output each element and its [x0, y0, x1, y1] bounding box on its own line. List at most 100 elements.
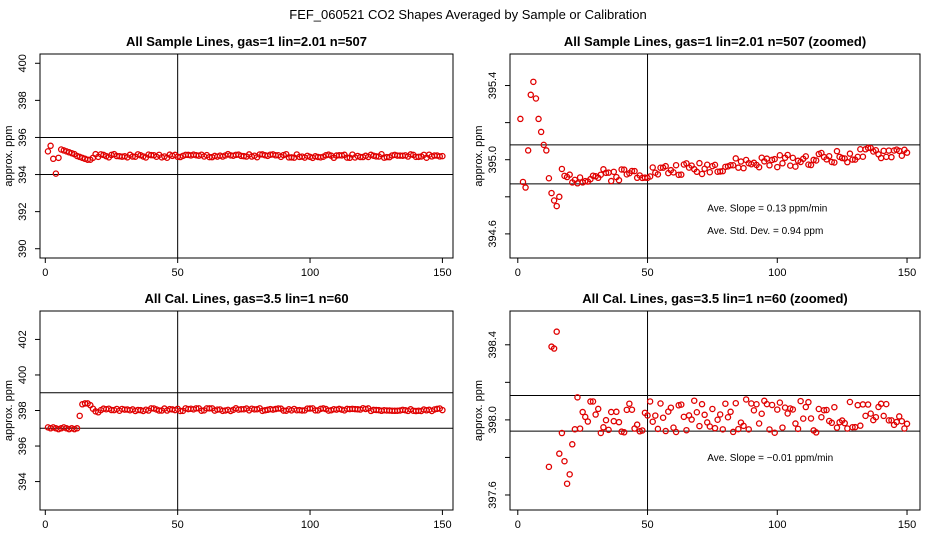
data-point	[880, 147, 887, 155]
chart-panel-1: All Sample Lines, gas=1 lin=2.01 n=507 0 5…	[3, 34, 454, 279]
data-point	[844, 158, 851, 166]
x-tick-label: 50	[641, 519, 653, 531]
data-point	[831, 159, 838, 166]
data-point	[810, 156, 817, 164]
data-point	[903, 149, 911, 156]
data-point	[607, 177, 615, 185]
data-point	[758, 410, 765, 418]
data-point	[535, 115, 542, 123]
data-point	[688, 416, 695, 423]
data-point	[602, 416, 610, 424]
data-point	[776, 399, 784, 406]
data-point	[693, 409, 701, 416]
data-point	[771, 429, 778, 436]
data-point	[849, 156, 856, 163]
data-point	[722, 400, 729, 407]
x-tick-label: 150	[433, 519, 451, 531]
data-point	[320, 405, 327, 412]
data-point	[563, 480, 571, 487]
data-point	[732, 399, 740, 407]
data-point	[833, 424, 841, 431]
data-point	[864, 144, 872, 152]
data-point	[519, 178, 527, 186]
y-tick-label: 392	[17, 202, 29, 220]
y-tick-label: 395.0	[487, 146, 499, 174]
data-points	[545, 328, 911, 487]
data-point	[831, 403, 838, 411]
y-tick-label: 394	[17, 472, 29, 490]
data-point	[55, 154, 62, 162]
data-point	[615, 418, 623, 426]
y-tick-label: 402	[17, 330, 29, 348]
y-tick-label: 398	[17, 401, 29, 419]
data-point	[659, 414, 667, 421]
data-point	[415, 153, 422, 161]
data-point	[672, 428, 680, 436]
data-point	[857, 145, 864, 153]
data-point	[439, 152, 446, 160]
data-point	[589, 172, 597, 179]
data-point	[594, 405, 602, 413]
data-point	[854, 401, 861, 409]
y-tick-label: 394	[17, 165, 29, 183]
data-point	[818, 413, 825, 421]
figure-title: FEF_060521 CO2 Shapes Averaged by Sample…	[289, 7, 646, 22]
data-point	[711, 161, 719, 169]
data-point	[748, 400, 755, 407]
data-point	[607, 408, 615, 416]
x-tick-label: 0	[42, 267, 48, 279]
data-point	[548, 189, 555, 197]
chart-panel-3: All Cal. Lines, gas=3.5 lin=1 n=60 0 50 100…	[3, 291, 454, 531]
data-point	[877, 154, 885, 162]
data-point	[898, 417, 906, 425]
data-point	[724, 413, 732, 421]
data-point	[792, 420, 799, 427]
data-point	[177, 407, 184, 415]
data-point	[610, 417, 618, 425]
y-tick-label: 398.0	[487, 406, 499, 434]
y-tick-label: 396	[17, 128, 29, 146]
data-point	[620, 166, 628, 173]
data-point	[436, 153, 444, 160]
data-point	[789, 406, 797, 413]
data-point	[646, 173, 654, 180]
data-point	[732, 155, 740, 162]
plot-frame	[509, 53, 921, 259]
data-point	[439, 406, 446, 414]
data-point	[52, 170, 60, 177]
data-point	[543, 147, 550, 154]
data-point	[129, 153, 136, 160]
data-point	[849, 423, 856, 431]
x-tick-label: 100	[301, 267, 319, 279]
data-point	[76, 412, 83, 420]
data-point	[631, 167, 638, 175]
data-point	[838, 154, 846, 162]
panel-title: All Cal. Lines, gas=3.5 lin=1 n=60	[144, 291, 348, 306]
data-point	[633, 421, 641, 428]
data-point	[815, 405, 823, 413]
data-point	[745, 426, 752, 433]
data-point	[805, 161, 812, 168]
data-point	[652, 412, 659, 419]
data-point	[698, 400, 706, 408]
data-point	[626, 400, 633, 407]
data-point	[719, 426, 727, 433]
data-point	[407, 151, 414, 158]
data-point	[774, 406, 781, 413]
data-point	[517, 115, 524, 123]
data-point	[820, 406, 828, 414]
data-point	[662, 162, 669, 170]
data-point	[737, 158, 745, 165]
panel-title: All Sample Lines, gas=1 lin=2.01 n=507	[126, 34, 367, 49]
y-tick-label: 397.6	[487, 481, 499, 509]
data-point	[615, 176, 623, 184]
data-point	[696, 422, 703, 430]
data-point	[527, 91, 535, 99]
data-point	[657, 400, 664, 407]
data-point	[662, 427, 669, 435]
data-point	[812, 157, 820, 164]
data-point	[298, 407, 306, 414]
data-point	[885, 147, 893, 154]
data-point	[833, 147, 841, 155]
